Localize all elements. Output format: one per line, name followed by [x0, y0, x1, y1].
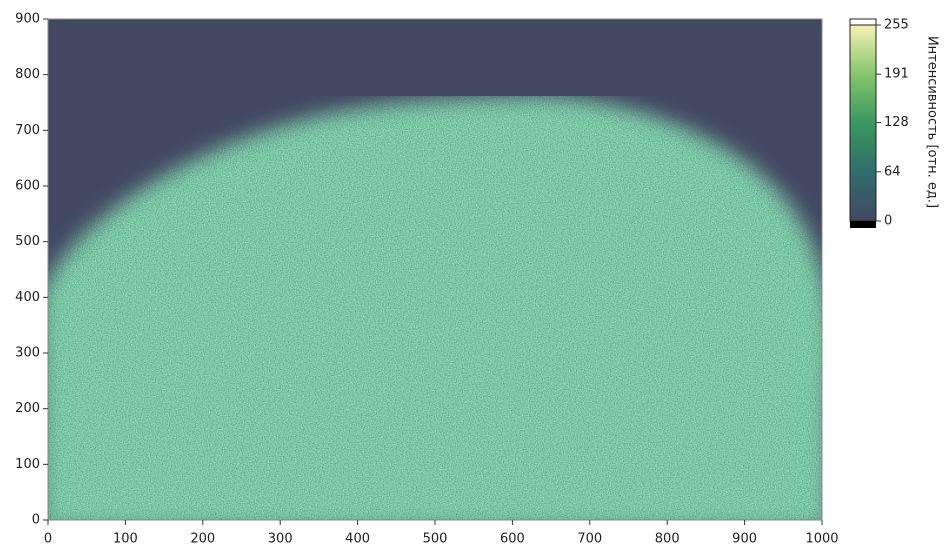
y-tick-label: 500 — [15, 234, 40, 249]
x-tick-label: 500 — [423, 532, 448, 547]
colorbar-label: Интенсивность [отн. ед.] — [925, 36, 940, 208]
y-tick-label: 900 — [15, 12, 40, 27]
x-tick-label: 900 — [732, 532, 757, 547]
y-tick-label: 800 — [15, 67, 40, 82]
x-tick-label: 1000 — [805, 532, 838, 547]
x-tick-label: 0 — [44, 532, 52, 547]
x-tick-label: 600 — [500, 532, 525, 547]
x-tick-label: 700 — [577, 532, 602, 547]
y-tick-label: 300 — [15, 346, 40, 361]
y-tick-label: 0 — [32, 513, 40, 528]
chart: Интенсивность [отн. ед.] 0 100 200 300 400 50… — [0, 0, 944, 549]
x-tick-label: 200 — [190, 532, 215, 547]
y-tick-label: 700 — [15, 123, 40, 138]
colorbar-tick-label: 255 — [884, 18, 909, 33]
colorbar-under — [850, 221, 876, 228]
y-tick-label: 600 — [15, 179, 40, 194]
x-tick-label: 400 — [345, 532, 370, 547]
colorbar-tick-label: 128 — [884, 115, 909, 130]
x-tick-label: 100 — [113, 532, 138, 547]
y-tick-label: 100 — [15, 457, 40, 472]
colorbar — [850, 25, 876, 221]
x-tick-label: 800 — [655, 532, 680, 547]
x-tick-label: 300 — [268, 532, 293, 547]
colorbar-tick-label: 191 — [884, 67, 909, 82]
colorbar-over — [850, 19, 876, 25]
colorbar-tick-label: 0 — [884, 214, 892, 229]
y-tick-label: 400 — [15, 290, 40, 305]
colorbar-tick-label: 64 — [884, 164, 901, 179]
y-tick-label: 200 — [15, 401, 40, 416]
